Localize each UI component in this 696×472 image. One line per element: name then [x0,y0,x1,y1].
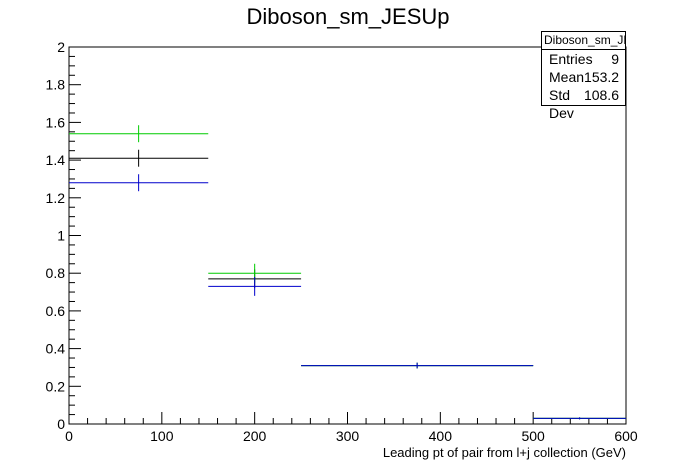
x-axis-label: Leading pt of pair from l+j collection (… [383,445,626,460]
y-tick-label: 1.8 [46,77,66,93]
x-tick-label: 500 [521,428,545,444]
chart-title: Diboson_sm_JESUp [246,4,450,29]
axis-ticks: 0 100 200 300 400 500 600 0 0.2 0.4 0.6 0.8 1 1.2 1.4 1… [46,39,638,444]
histogram-series-2 [69,174,626,420]
y-tick-label: 0.4 [46,341,66,357]
x-tick-label: 400 [429,428,453,444]
stats-stddev-label: Std Dev [549,87,574,121]
stats-mean-value: 153.2 [584,69,620,85]
histogram-series-1 [69,125,626,420]
stats-entries-value: 9 [611,51,619,67]
stats-entries-label: Entries [549,51,593,67]
y-tick-label: 1.6 [46,114,66,130]
x-tick-label: 200 [243,428,267,444]
x-tick-label: 300 [336,428,360,444]
y-tick-label: 2 [57,39,65,55]
stats-mean-label: Mean [549,69,585,85]
y-tick-label: 0.8 [46,265,66,281]
histogram-series-0 [69,149,626,420]
y-tick-label: 0.6 [46,303,66,319]
y-tick-label: 1.2 [46,190,66,206]
x-tick-label: 100 [150,428,174,444]
stats-row-entries: Entries 9 [542,50,625,68]
stats-stddev-value: 108.6 [583,87,619,103]
series-layer [69,125,626,420]
x-tick-label: 600 [614,428,638,444]
y-tick-label: 1.4 [46,152,66,168]
stats-box-title: Diboson_sm_JESUp [542,32,625,50]
y-tick-label: 0 [57,416,65,432]
y-tick-label: 1 [57,228,65,244]
y-tick-label: 0.2 [46,378,66,394]
stats-box: Diboson_sm_JESUp Entries 9 Mean 153.2 St… [541,31,626,121]
stats-row-mean: Mean 153.2 [542,68,625,86]
stats-row-stddev: Std Dev 108.6 [542,86,625,121]
x-tick-label: 0 [65,428,73,444]
